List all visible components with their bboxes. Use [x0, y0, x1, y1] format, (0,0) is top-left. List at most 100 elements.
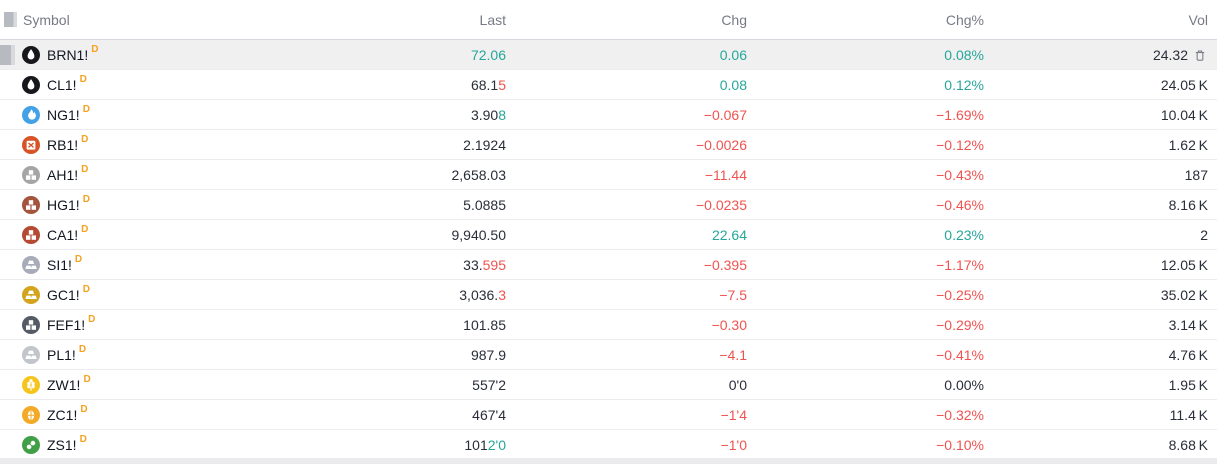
chg-percent-value: −0.12% [747, 137, 984, 153]
oil-drop-icon [22, 75, 40, 94]
symbol-cell: FEF1! D [0, 310, 306, 339]
last-value: 3.908 [306, 107, 506, 123]
chg-value: −0.0235 [506, 197, 747, 213]
symbol-label[interactable]: GC1! [47, 286, 80, 303]
trash-icon[interactable] [1192, 47, 1208, 63]
last-value: 2.1924 [306, 137, 506, 153]
metal-blocks-icon [22, 195, 40, 214]
value-segment: 24.05 K [1160, 76, 1208, 93]
value-segment: 101 [464, 436, 488, 453]
table-row[interactable]: RB1! D 2.1924 −0.0026 −0.12% 1.62 K [0, 130, 1217, 160]
value-segment: 5 [498, 76, 506, 93]
column-header-last[interactable]: Last [479, 11, 506, 28]
chg-value: −1'0 [506, 437, 747, 453]
drag-handle-icon[interactable] [4, 12, 17, 27]
value-segment: −4.1 [719, 346, 747, 363]
last-value: 101.85 [306, 317, 506, 333]
symbol-label[interactable]: ZS1! [47, 436, 77, 453]
chg-value: −0.395 [506, 257, 747, 273]
symbol-cell: PL1! D [0, 340, 306, 369]
symbol-label[interactable]: CA1! [47, 226, 79, 243]
symbol-label[interactable]: SI1! [47, 256, 72, 273]
value-segment: 187 [1184, 166, 1208, 183]
value-segment: −0.25% [936, 286, 984, 303]
symbol-label[interactable]: AH1! [47, 166, 79, 183]
value-segment: −0.46% [936, 196, 984, 213]
value-segment: 3,036. [459, 286, 499, 303]
symbol-label[interactable]: ZW1! [47, 376, 81, 393]
table-row[interactable]: BRN1! D 72.06 0.06 0.08% 24.32 [0, 40, 1217, 70]
value-segment: 4.76 K [1168, 346, 1208, 363]
table-row[interactable]: ZS1! D 1012'0 −1'0 −0.10% 8.68 K [0, 430, 1217, 460]
chg-value: −0.30 [506, 317, 747, 333]
timeframe-badge: D [83, 374, 91, 385]
timeframe-badge: D [91, 44, 99, 55]
table-row[interactable]: CL1! D 68.15 0.08 0.12% 24.05 K [0, 70, 1217, 100]
symbol-label[interactable]: PL1! [47, 346, 76, 363]
metal-blocks-icon [22, 165, 40, 184]
symbol-label[interactable]: FEF1! [47, 316, 86, 333]
symbol-label[interactable]: BRN1! [47, 46, 89, 63]
column-header-symbol[interactable]: Symbol [23, 11, 70, 28]
symbol-label[interactable]: NG1! [47, 106, 80, 123]
chg-value: 0.06 [506, 47, 747, 63]
column-header-chg[interactable]: Chg [721, 11, 747, 28]
value-segment: −7.5 [719, 286, 747, 303]
vol-value: 11.4 K [984, 407, 1217, 423]
vol-value: 10.04 K [984, 107, 1217, 123]
table-row[interactable]: PL1! D 987.9 −4.1 −0.41% 4.76 K [0, 340, 1217, 370]
vol-value: 24.05 K [984, 77, 1217, 93]
value-segment: 11.4 K [1169, 406, 1208, 423]
chg-value: 0.08 [506, 77, 747, 93]
symbol-cell: AH1! D [0, 160, 306, 189]
value-segment: −0.43% [936, 166, 984, 183]
column-header-vol[interactable]: Vol [1188, 11, 1208, 28]
value-segment: 2,658.03 [451, 166, 507, 183]
value-segment: 8.68 K [1168, 436, 1208, 453]
metal-blocks-icon [22, 225, 40, 244]
table-row[interactable]: FEF1! D 101.85 −0.30 −0.29% 3.14 K [0, 310, 1217, 340]
corn-icon [22, 405, 40, 424]
last-value: 5.0885 [306, 197, 506, 213]
chg-value: −7.5 [506, 287, 747, 303]
table-row[interactable]: AH1! D 2,658.03 −11.44 −0.43% 187 [0, 160, 1217, 190]
column-header-chg-percent[interactable]: Chg% [945, 11, 984, 28]
value-segment: 101.85 [463, 316, 506, 333]
chg-value: 0'0 [506, 377, 747, 393]
chg-percent-value: −0.46% [747, 197, 984, 213]
vol-value: 187 [984, 167, 1217, 183]
value-segment: 2'0 [487, 436, 506, 453]
table-row[interactable]: GC1! D 3,036.3 −7.5 −0.25% 35.02 K [0, 280, 1217, 310]
symbol-label[interactable]: RB1! [47, 136, 79, 153]
symbol-cell: GC1! D [0, 280, 306, 309]
table-row[interactable]: SI1! D 33.595 −0.395 −1.17% 12.05 K [0, 250, 1217, 280]
last-value: 987.9 [306, 347, 506, 363]
table-row[interactable]: NG1! D 3.908 −0.067 −1.69% 10.04 K [0, 100, 1217, 130]
value-segment: 12.05 K [1160, 256, 1208, 273]
gas-flame-icon [22, 105, 40, 124]
symbol-label[interactable]: ZC1! [47, 406, 78, 423]
table-row[interactable]: ZC1! D 467'4 −1'4 −0.32% 11.4 K [0, 400, 1217, 430]
value-segment: −0.29% [936, 316, 984, 333]
symbol-label[interactable]: CL1! [47, 76, 77, 93]
value-segment: 33. [463, 256, 483, 273]
drag-handle-icon[interactable] [0, 44, 15, 65]
value-segment: −0.12% [936, 136, 984, 153]
table-row[interactable]: CA1! D 9,940.50 22.64 0.23% 2 [0, 220, 1217, 250]
timeframe-badge: D [82, 104, 90, 115]
symbol-cell: NG1! D [0, 100, 306, 129]
value-segment: 557'2 [472, 376, 506, 393]
chg-percent-value: −0.10% [747, 437, 984, 453]
symbol-label[interactable]: HG1! [47, 196, 80, 213]
symbol-cell: CA1! D [0, 220, 306, 249]
value-segment: 595 [482, 256, 506, 273]
chg-percent-value: −0.29% [747, 317, 984, 333]
value-segment: −1.69% [936, 106, 984, 123]
last-value: 68.15 [306, 77, 506, 93]
value-segment: 24.32 [1152, 46, 1188, 63]
table-row[interactable]: HG1! D 5.0885 −0.0235 −0.46% 8.16 K [0, 190, 1217, 220]
table-row[interactable]: ZW1! D 557'2 0'0 0.00% 1.95 K [0, 370, 1217, 400]
symbol-cell: ZC1! D [0, 400, 306, 429]
value-segment: 987.9 [470, 346, 506, 363]
chg-percent-value: −1.17% [747, 257, 984, 273]
